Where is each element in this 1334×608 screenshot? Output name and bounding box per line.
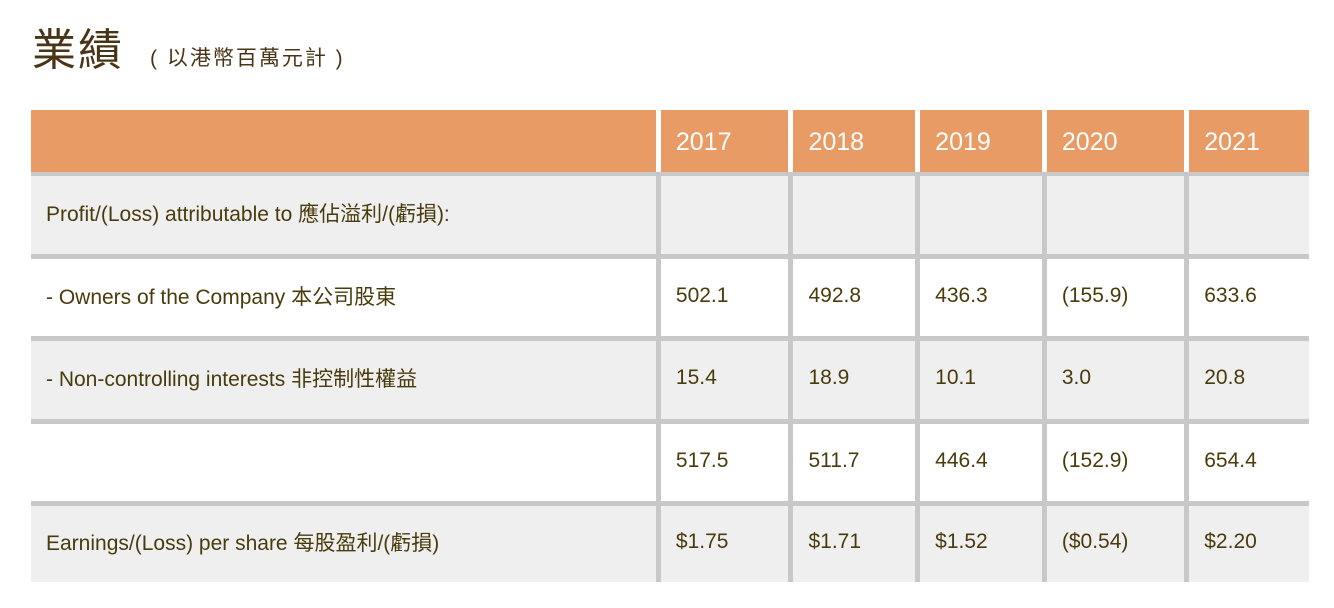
row-value: 18.9: [793, 341, 916, 419]
header-label-cell: [31, 110, 656, 172]
row-label: [31, 424, 656, 501]
row-label: - Owners of the Company 本公司股東: [31, 259, 656, 336]
table-row: - Non-controlling interests 非控制性權益 15.4 …: [31, 341, 1309, 419]
results-table: 2017 2018 2019 2020 2021 Profit/(Loss) a…: [31, 110, 1309, 582]
row-value: 15.4: [660, 341, 789, 419]
header-year-2020: 2020: [1046, 110, 1185, 172]
row-value: 10.1: [920, 341, 1042, 419]
row-value: (155.9): [1046, 259, 1185, 336]
row-value: $1.52: [920, 506, 1042, 582]
row-value: $1.75: [660, 506, 789, 582]
row-value: 517.5: [660, 424, 789, 501]
table-header-row: 2017 2018 2019 2020 2021: [31, 110, 1309, 172]
row-value: 20.8: [1189, 341, 1309, 419]
page-subtitle: ( 以港幣百萬元計 ): [150, 47, 345, 70]
page-title: 業績: [32, 25, 124, 76]
row-value: ($0.54): [1046, 506, 1185, 582]
row-label: Earnings/(Loss) per share 每股盈利/(虧損): [31, 506, 656, 582]
row-value: 436.3: [920, 259, 1042, 336]
header-year-2019: 2019: [920, 110, 1042, 172]
table-row: 517.5 511.7 446.4 (152.9) 654.4: [31, 424, 1309, 501]
table-row: - Owners of the Company 本公司股東 502.1 492.…: [31, 259, 1309, 336]
row-value: 511.7: [793, 424, 916, 501]
table-row: Earnings/(Loss) per share 每股盈利/(虧損) $1.7…: [31, 506, 1309, 582]
row-value: 3.0: [1046, 341, 1185, 419]
row-value: [920, 176, 1042, 254]
row-value: $1.71: [793, 506, 916, 582]
row-value: [1189, 176, 1309, 254]
table-row: Profit/(Loss) attributable to 應佔溢利/(虧損):: [31, 176, 1309, 254]
row-value: [660, 176, 789, 254]
header-year-2018: 2018: [793, 110, 916, 172]
row-value: 502.1: [660, 259, 789, 336]
row-value: [793, 176, 916, 254]
header-year-2017: 2017: [660, 110, 789, 172]
row-value: (152.9): [1046, 424, 1185, 501]
row-value: [1046, 176, 1185, 254]
row-label: Profit/(Loss) attributable to 應佔溢利/(虧損):: [31, 176, 656, 254]
row-label: - Non-controlling interests 非控制性權益: [31, 341, 656, 419]
row-value: 633.6: [1189, 259, 1309, 336]
row-value: 446.4: [920, 424, 1042, 501]
page-title-block: 業績 ( 以港幣百萬元計 ): [32, 14, 345, 76]
row-value: 654.4: [1189, 424, 1309, 501]
row-value: $2.20: [1189, 506, 1309, 582]
row-value: 492.8: [793, 259, 916, 336]
header-year-2021: 2021: [1189, 110, 1309, 172]
